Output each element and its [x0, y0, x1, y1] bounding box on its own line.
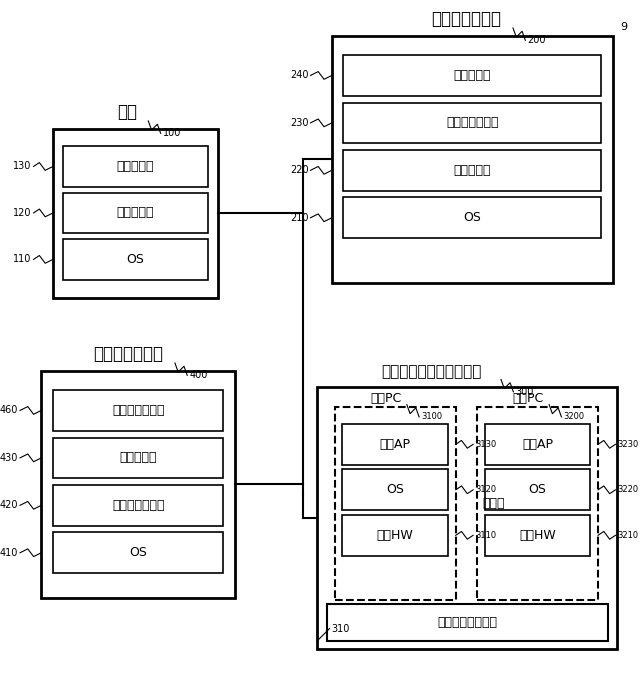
Bar: [42, 370, 235, 598]
Text: 460: 460: [0, 405, 18, 415]
Text: OS: OS: [463, 211, 481, 224]
Text: 接続情報取得部: 接続情報取得部: [112, 498, 164, 512]
Bar: [344, 197, 601, 238]
Text: 220: 220: [290, 165, 308, 175]
Bar: [344, 103, 601, 143]
Text: 3130: 3130: [475, 440, 496, 449]
Text: 3120: 3120: [475, 486, 496, 494]
Bar: [484, 424, 590, 464]
Text: 120: 120: [13, 208, 31, 218]
Text: 3200: 3200: [563, 413, 584, 422]
Text: ・・・: ・・・: [483, 497, 506, 510]
Bar: [342, 424, 448, 464]
Bar: [342, 469, 448, 510]
Text: 情報送信部: 情報送信部: [116, 160, 154, 173]
Text: 430: 430: [0, 453, 18, 463]
Bar: [53, 390, 223, 431]
Text: 管理者問合せ部: 管理者問合せ部: [112, 404, 164, 417]
Text: 情報送信部: 情報送信部: [453, 69, 491, 82]
Bar: [53, 485, 223, 526]
Bar: [53, 437, 223, 478]
Text: OS: OS: [387, 484, 404, 496]
Text: ハイパーバイザー: ハイパーバイザー: [437, 616, 497, 629]
Text: 状態監視サーバ: 状態監視サーバ: [93, 345, 163, 363]
Text: 3100: 3100: [421, 413, 442, 422]
Bar: [327, 604, 608, 641]
Bar: [335, 407, 456, 600]
Bar: [484, 469, 590, 510]
Text: 200: 200: [527, 35, 546, 46]
Bar: [342, 515, 448, 556]
Bar: [53, 533, 223, 573]
Text: 410: 410: [0, 548, 18, 558]
Text: 310: 310: [332, 624, 350, 633]
Bar: [344, 55, 601, 96]
Text: 3210: 3210: [618, 530, 639, 540]
Text: 130: 130: [13, 161, 31, 172]
Text: 110: 110: [13, 255, 31, 264]
Text: 100: 100: [163, 128, 181, 138]
Text: 接続管理部: 接続管理部: [453, 164, 491, 177]
Text: 3220: 3220: [618, 486, 639, 494]
Text: 420: 420: [0, 501, 18, 510]
Text: 仮想PC: 仮想PC: [370, 392, 401, 405]
Text: 3110: 3110: [475, 530, 496, 540]
Text: 業務AP: 業務AP: [380, 438, 411, 451]
Bar: [332, 35, 612, 283]
Text: 210: 210: [290, 212, 308, 223]
Bar: [53, 129, 218, 298]
Text: OS: OS: [529, 484, 547, 496]
Bar: [344, 150, 601, 191]
Text: OS: OS: [129, 546, 147, 559]
Bar: [317, 387, 618, 648]
Text: 端末: 端末: [117, 103, 137, 121]
Text: シンクライアントサーバ: シンクライアントサーバ: [381, 364, 481, 379]
Text: 接続履歴管理部: 接続履歴管理部: [446, 116, 499, 129]
Text: 状態判断部: 状態判断部: [120, 452, 157, 464]
Bar: [63, 193, 208, 234]
Text: 9: 9: [620, 22, 627, 32]
Text: 3230: 3230: [618, 440, 639, 449]
Bar: [477, 407, 598, 600]
Text: 接続制御サーバ: 接続制御サーバ: [431, 10, 502, 28]
Text: 230: 230: [290, 118, 308, 128]
Text: OS: OS: [126, 253, 144, 266]
Text: 仮想PC: 仮想PC: [512, 392, 543, 405]
Text: 接続処理部: 接続処理部: [116, 206, 154, 219]
Text: 240: 240: [290, 70, 308, 80]
Text: 業務AP: 業務AP: [522, 438, 553, 451]
Text: 300: 300: [515, 387, 534, 397]
Text: 仮想HW: 仮想HW: [377, 529, 413, 542]
Text: 400: 400: [189, 370, 207, 380]
Bar: [63, 239, 208, 280]
Bar: [63, 146, 208, 187]
Bar: [484, 515, 590, 556]
Text: 仮想HW: 仮想HW: [519, 529, 556, 542]
